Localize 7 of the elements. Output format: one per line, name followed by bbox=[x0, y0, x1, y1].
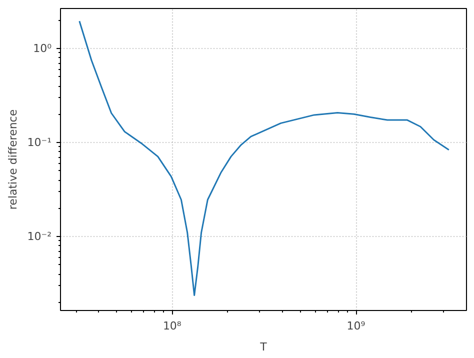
y-axis-title: relative difference bbox=[6, 109, 20, 210]
y-tick-label: 10⁰ bbox=[33, 42, 52, 56]
x-axis-title: T bbox=[259, 340, 268, 354]
x-tick-label: 10⁸ bbox=[162, 320, 182, 332]
y-tick-label: 10⁻¹ bbox=[27, 136, 52, 150]
y-tick-label: 10⁻² bbox=[27, 230, 52, 244]
x-tick-label: 10⁹ bbox=[346, 320, 366, 332]
